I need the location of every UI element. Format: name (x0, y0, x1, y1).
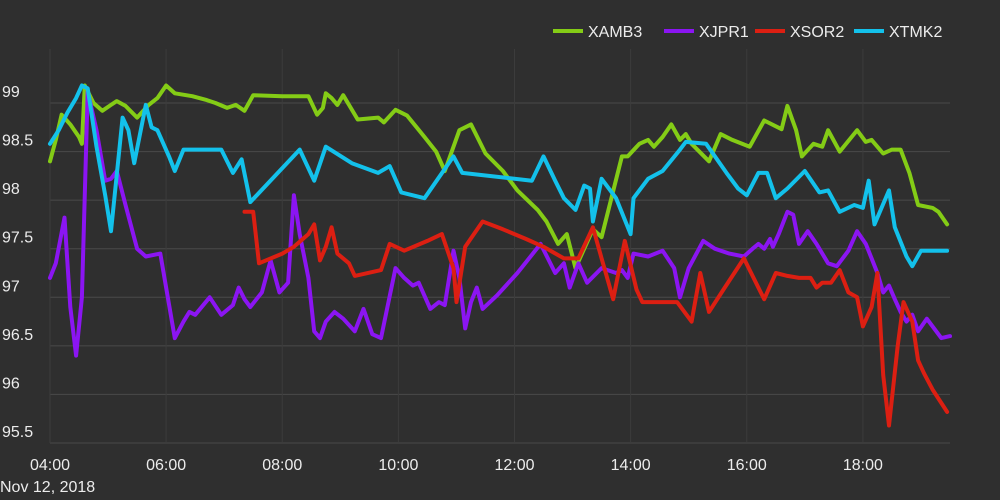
y-tick-label: 96.5 (2, 327, 33, 344)
y-tick-label: 98.5 (2, 133, 33, 150)
x-tick-label: 16:00 (727, 457, 767, 474)
legend-item-xjpr1[interactable]: XJPR1 (664, 24, 749, 41)
x-axis-date-label: Nov 12, 2018 (0, 479, 95, 496)
series-lines (48, 83, 952, 428)
y-tick-label: 98 (2, 181, 20, 198)
y-tick-label: 95.5 (2, 424, 33, 441)
y-tick-label: 99 (2, 84, 20, 101)
x-tick-label: 08:00 (262, 457, 302, 474)
grid-lines (49, 49, 950, 444)
legend: XAMB3 XJPR1 XSOR2 XTMK2 (553, 24, 942, 41)
y-tick-label: 97.5 (2, 230, 33, 247)
x-tick-label: 18:00 (843, 457, 883, 474)
y-tick-label: 96 (2, 375, 20, 392)
y-axis-ticks: 95.5 96 96.5 97 97.5 98 98.5 99 (2, 84, 33, 441)
legend-label: XAMB3 (588, 24, 642, 41)
x-tick-label: 10:00 (378, 457, 418, 474)
series-line-xsor2 (242, 209, 950, 428)
x-tick-label: 06:00 (146, 457, 186, 474)
series-line-xtmk2 (48, 83, 950, 269)
legend-label: XJPR1 (699, 24, 749, 41)
y-tick-label: 97 (2, 278, 20, 295)
legend-item-xtmk2[interactable]: XTMK2 (854, 24, 942, 41)
legend-item-xsor2[interactable]: XSOR2 (755, 24, 844, 41)
x-axis-ticks: 04:00 06:00 08:00 10:00 12:00 14:00 16:00 18:00 (30, 457, 883, 474)
x-tick-label: 14:00 (611, 457, 651, 474)
legend-label: XTMK2 (889, 24, 942, 41)
series-line-xjpr1 (48, 89, 952, 358)
x-tick-label: 12:00 (494, 457, 534, 474)
legend-label: XSOR2 (790, 24, 844, 41)
x-tick-label: 04:00 (30, 457, 70, 474)
legend-item-xamb3[interactable]: XAMB3 (553, 24, 642, 41)
series-line-xamb3 (48, 83, 950, 271)
